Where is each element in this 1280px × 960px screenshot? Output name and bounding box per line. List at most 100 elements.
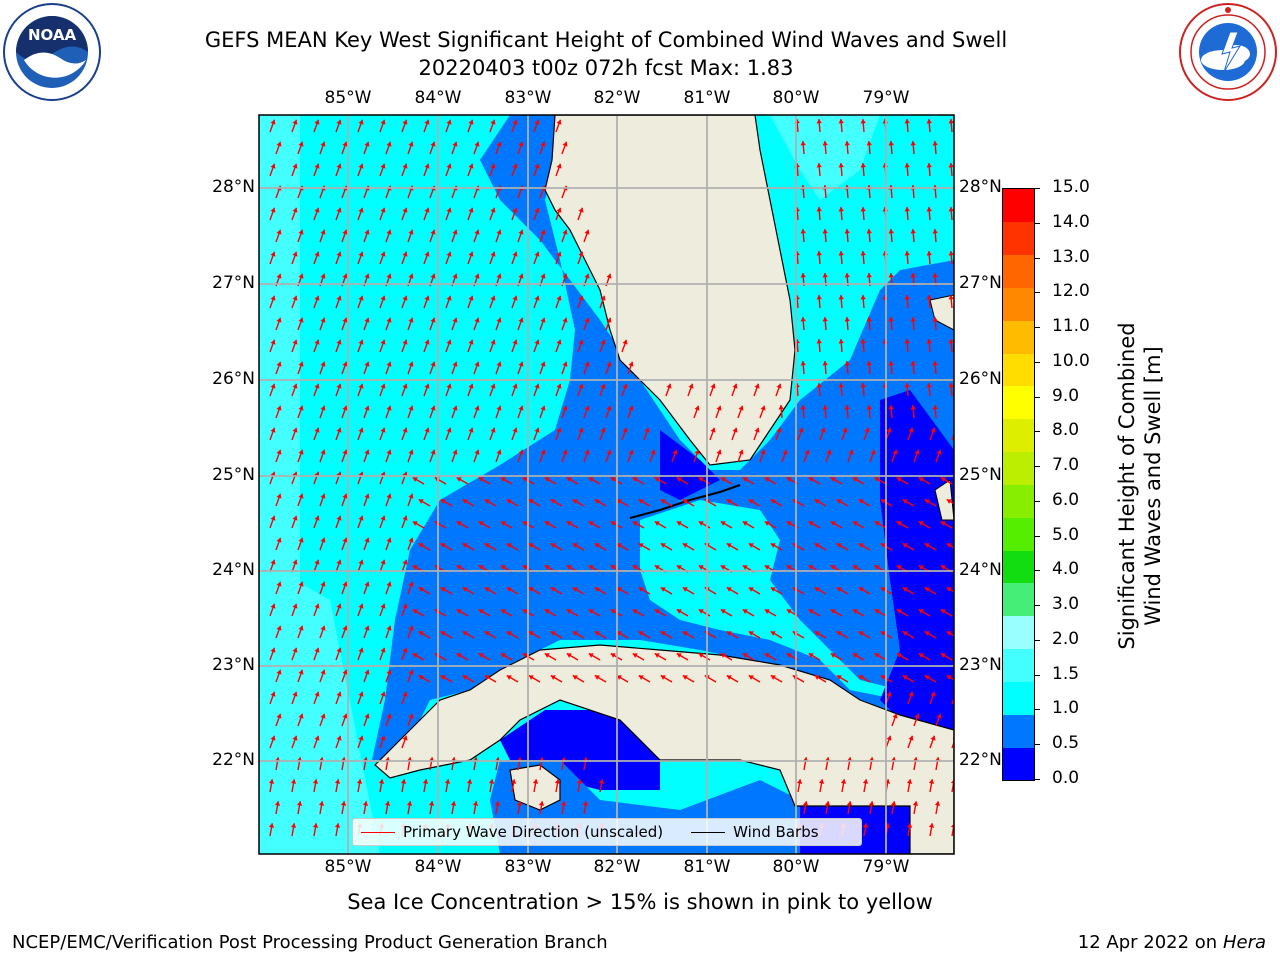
wave-arrowhead [760,405,766,411]
wave-arrowhead [314,603,320,609]
wave-arrowhead [512,339,518,345]
wave-arrowhead [676,653,682,658]
wave-arrowhead [528,675,534,680]
wave-arrowhead [776,427,782,433]
wave-arrowhead [342,229,348,235]
wave-arrowhead [638,543,644,548]
wave-arrowhead [836,675,842,680]
wave-arrowhead [430,273,436,279]
wave-arrowhead [500,521,506,526]
wave-arrowhead [886,427,892,433]
wave-arrowhead [336,119,342,125]
wave-arrowhead [550,675,556,680]
wave-arrowhead [314,559,320,565]
wave-arrowhead [638,675,644,680]
wave-arrowhead [386,713,392,719]
wave-arrowhead [880,587,886,592]
wave-arrowhead [468,427,474,433]
ocean-atlantic-cyan [750,115,954,380]
wave-arrowhead [852,609,858,614]
wave-arrowhead [606,405,612,411]
wave-arrowhead [446,427,452,433]
wave-arrowhead [268,779,275,784]
wave-arrowhead [320,317,326,323]
wave-arrowhead [610,609,616,614]
colorbar-tick-mark [1034,570,1040,572]
wave-arrowhead [518,141,524,147]
wave-arrowhead [838,295,844,300]
wave-arrowhead [270,163,276,169]
wave-arrowhead [764,609,770,614]
ocean-straits-patch [640,500,900,700]
wave-arrowhead [610,477,616,482]
lon-label-bottom: 83°W [504,857,552,877]
wave-arrow [958,450,962,462]
wave-arrowhead [320,713,326,719]
wave-arrowhead [742,477,748,482]
wave-arrowhead [858,499,864,504]
lat-label-right: 27°N [959,273,1002,293]
wave-arrowhead [336,295,342,301]
wave-arrowhead [336,735,342,741]
wave-arrowhead [292,119,298,125]
wave-arrowhead [402,559,408,565]
wave-arrowhead [836,587,842,592]
wave-arrowhead [500,477,506,482]
wave-arrowhead [512,251,518,257]
lon-label-bottom: 80°W [772,857,820,877]
noaa-logo-icon: NOAA [2,2,102,102]
wave-arrowhead [456,565,462,570]
wave-arrowhead [862,779,869,784]
wave-arrowhead [534,427,540,433]
wave-arrowhead [540,317,546,323]
wave-arrowhead [660,675,666,680]
wave-arrowhead [522,477,528,482]
wave-arrowhead [364,625,370,631]
wave-arrowhead [830,521,836,526]
wave-arrowhead [880,675,886,680]
wave-arrowhead [320,537,326,543]
wave-arrowhead [926,251,932,256]
colorbar-tick-mark [1034,605,1040,607]
wave-arrowhead [342,141,348,147]
wave-arrowhead [462,631,468,636]
wave-arrowhead [650,449,656,455]
wave-arrowhead [314,427,320,433]
wave-arrowhead [380,515,386,521]
wave-arrowhead [540,141,546,147]
wave-arrowhead [474,449,480,455]
wave-arrowhead [268,823,275,828]
wave-arrowhead [440,543,446,548]
wave-arrowhead [576,779,583,784]
wave-arrowhead [852,477,858,482]
wave-arrowhead [946,499,952,504]
wave-arrowhead [512,383,518,389]
land-bahamas-andros [934,479,954,521]
wave-arrowhead [320,361,326,367]
lat-label-right: 23°N [959,655,1002,675]
wave-arrowhead [616,543,622,548]
wave-arrowhead [406,801,413,806]
wave-arrowhead [512,207,518,213]
wave-arrowhead [276,273,282,279]
wave-arrowhead [336,559,342,565]
wave-arrowhead [852,521,858,526]
wave-arrowhead [380,559,386,565]
lon-label-top: 81°W [683,88,731,108]
wave-arrowhead [840,779,847,784]
wave-arrowhead [886,691,892,697]
wave-arrowhead [632,653,638,658]
noaa-logo-text: NOAA [28,26,77,44]
nws-logo-icon [1178,2,1278,102]
wave-arrowhead [386,581,392,587]
wave-arrowhead [534,339,540,345]
map-frame [258,114,955,855]
colorbar-tick-label: 1.0 [1052,698,1080,719]
wave-arrowhead [518,317,524,323]
wave-arrowhead [842,427,848,433]
wave-arrowhead [384,801,391,806]
wave-arrowhead [490,207,496,213]
wave-arrowhead [270,207,276,213]
wave-arrowhead [566,565,572,570]
